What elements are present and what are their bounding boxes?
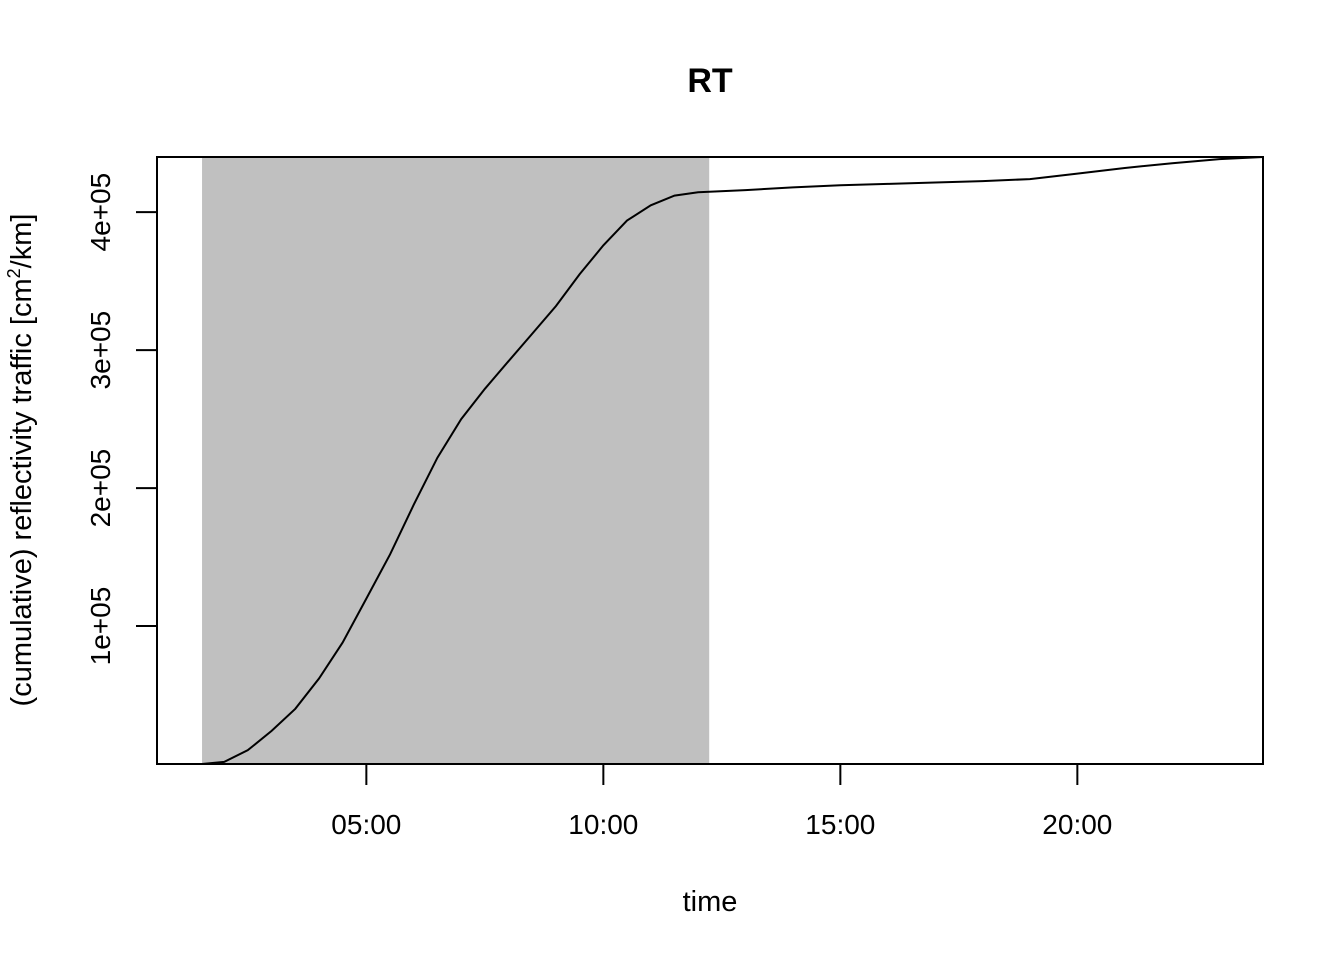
y-tick-label: 3e+05 (85, 311, 116, 390)
x-tick-label: 15:00 (805, 809, 875, 840)
x-axis: 05:00 10:00 15:00 20:00 (331, 763, 1112, 840)
y-axis-label-superscript: 2 (4, 268, 24, 278)
y-axis: 1e+05 2e+05 3e+05 4e+05 (85, 173, 158, 666)
y-tick-label: 2e+05 (85, 449, 116, 528)
y-axis-label: (cumulative) reflectivity traffic [cm2/k… (4, 214, 38, 707)
x-axis-label: time (683, 886, 738, 918)
y-tick-label: 1e+05 (85, 587, 116, 666)
x-tick-label: 05:00 (331, 809, 401, 840)
x-tick-label: 20:00 (1042, 809, 1112, 840)
y-axis-label-tail: /km] (6, 214, 38, 269)
x-tick-label: 10:00 (568, 809, 638, 840)
y-tick-label: 4e+05 (85, 173, 116, 252)
shaded-interval (202, 157, 710, 764)
cumulative-line (157, 156, 1264, 765)
y-axis-label-main: (cumulative) reflectivity traffic [cm (6, 278, 38, 706)
chart-title: RT (687, 62, 733, 100)
